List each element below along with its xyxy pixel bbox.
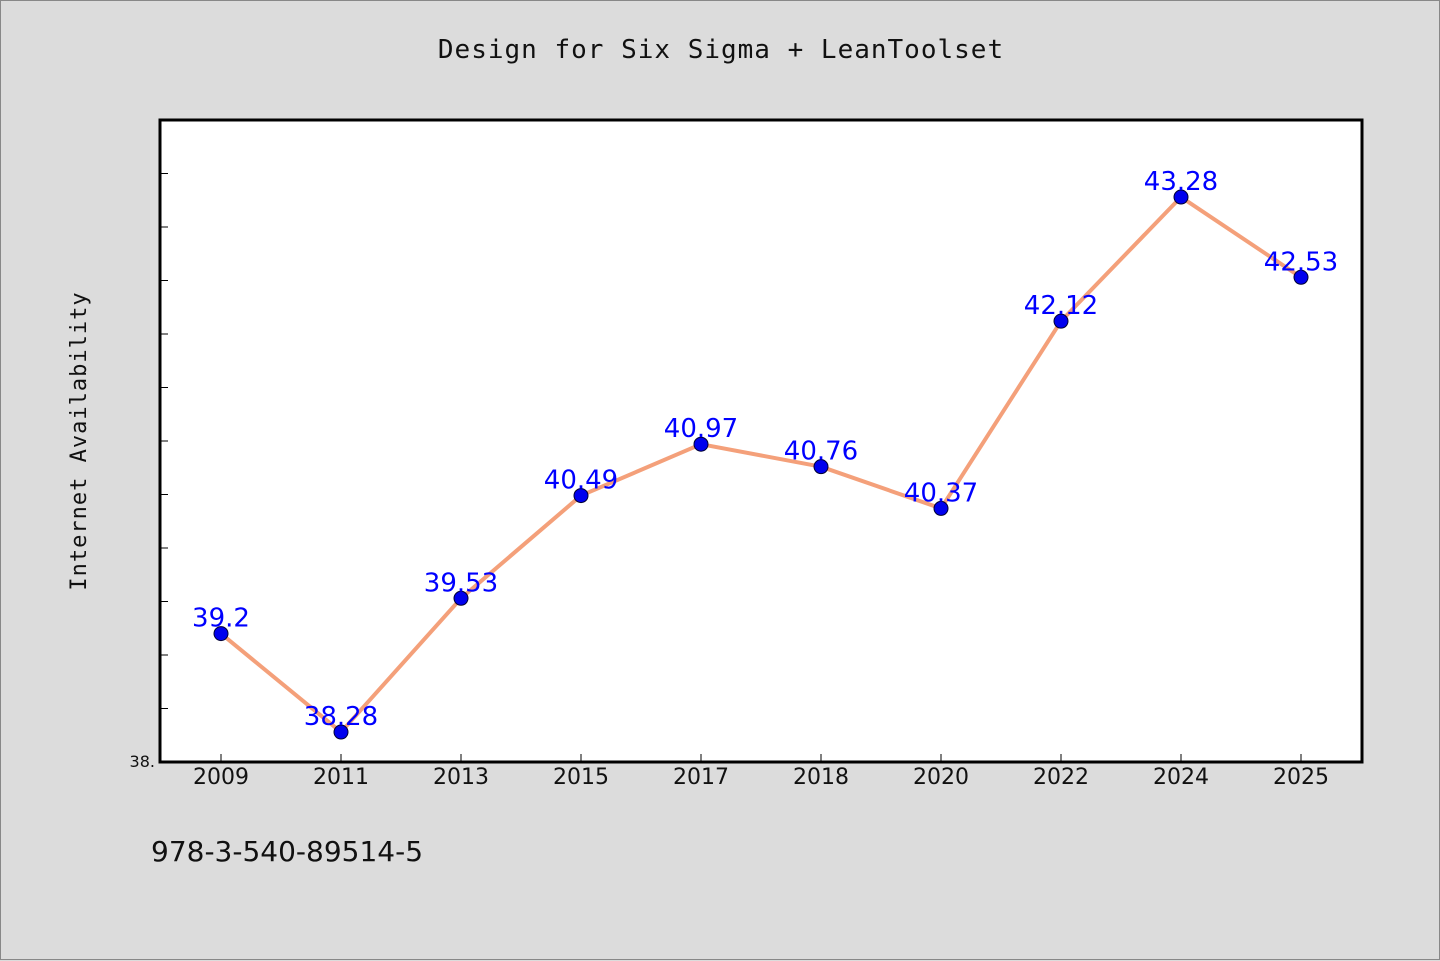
data-point: [453, 590, 469, 606]
x-tick-label: 2011: [313, 765, 369, 790]
y-tick-labels: 38.: [130, 752, 155, 771]
data-label: 38.28: [304, 702, 378, 732]
x-tick-label: 2022: [1033, 765, 1089, 790]
series-line: [219, 195, 1303, 735]
x-tick-label: 2020: [913, 765, 969, 790]
data-label: 40.76: [784, 437, 858, 467]
series-lines: [219, 195, 1303, 735]
y-axis-ticks: [160, 119, 168, 763]
data-point: [1173, 189, 1189, 205]
data-label: 39.2: [192, 604, 250, 634]
x-tick-label: 2017: [673, 765, 729, 790]
data-point: [1293, 269, 1309, 285]
y-tick-label: 38.: [130, 752, 155, 771]
x-tick-label: 2009: [193, 765, 249, 790]
y-axis-label: Internet Availability: [67, 291, 92, 590]
x-tick-label: 2013: [433, 765, 489, 790]
chart-title: Design for Six Sigma + LeanToolset: [437, 35, 1005, 65]
data-label: 42.53: [1264, 247, 1338, 277]
data-labels: 39.2 38.28 39.53 40.49 40.97 40.76 40.37 42.12 4…: [192, 167, 1338, 732]
x-tick-label: 2018: [793, 765, 849, 790]
data-label: 40.97: [664, 414, 738, 444]
data-label: 42.12: [1024, 291, 1098, 321]
x-axis-ticks: [220, 754, 1302, 762]
data-point: [573, 488, 589, 504]
data-point: [213, 626, 229, 642]
data-point: [693, 436, 709, 452]
data-label: 40.37: [904, 478, 978, 508]
series-points: [213, 189, 1309, 740]
data-point: [333, 724, 349, 740]
data-label: 39.53: [424, 568, 498, 598]
plot-area: [158, 118, 1364, 764]
data-point: [1053, 313, 1069, 329]
x-tick-label: 2015: [553, 765, 609, 790]
data-point: [933, 500, 949, 516]
x-tick-label: 2024: [1153, 765, 1209, 790]
x-tick-labels: 2009 2011 2013 2015 2017 2018 2020 2022 2024 2025: [193, 765, 1329, 790]
isbn-annotation: 978-3-540-89514-5: [151, 835, 424, 868]
data-label: 43.28: [1144, 167, 1218, 197]
x-tick-label: 2025: [1273, 765, 1329, 790]
data-label: 40.49: [544, 466, 618, 496]
data-point: [813, 459, 829, 475]
